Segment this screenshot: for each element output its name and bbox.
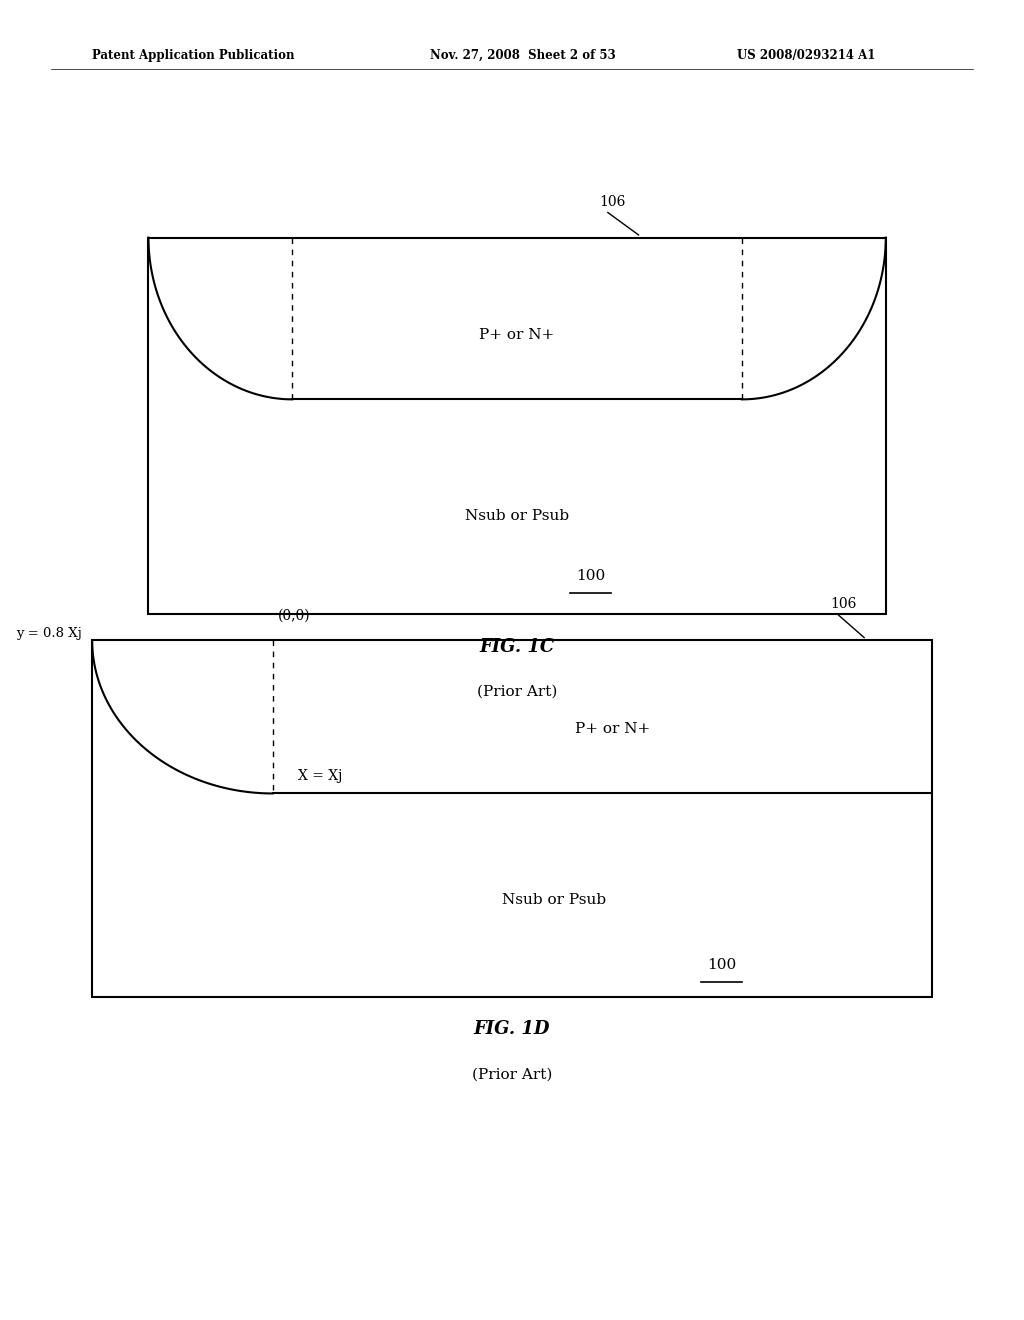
- Text: (Prior Art): (Prior Art): [472, 1068, 552, 1082]
- Bar: [92, 640, 932, 997]
- Text: FIG. 1D: FIG. 1D: [474, 1020, 550, 1039]
- Text: (0,0): (0,0): [278, 609, 310, 623]
- Text: Nsub or Psub: Nsub or Psub: [502, 894, 606, 907]
- Text: y = 0.8 Xj: y = 0.8 Xj: [16, 627, 82, 640]
- Text: 106: 106: [830, 597, 857, 611]
- Text: US 2008/0293214 A1: US 2008/0293214 A1: [737, 49, 876, 62]
- Text: 100: 100: [577, 569, 605, 583]
- Text: FIG. 1C: FIG. 1C: [479, 638, 555, 656]
- Text: (Prior Art): (Prior Art): [477, 685, 557, 700]
- Text: 100: 100: [708, 957, 736, 972]
- Text: P+ or N+: P+ or N+: [575, 722, 650, 737]
- Text: X = Xj: X = Xj: [298, 768, 343, 783]
- Bar: [148, 238, 886, 614]
- Text: Patent Application Publication: Patent Application Publication: [92, 49, 295, 62]
- Text: Nov. 27, 2008  Sheet 2 of 53: Nov. 27, 2008 Sheet 2 of 53: [430, 49, 615, 62]
- Text: Nsub or Psub: Nsub or Psub: [465, 510, 569, 523]
- Text: 106: 106: [600, 194, 626, 209]
- Text: P+ or N+: P+ or N+: [479, 329, 555, 342]
